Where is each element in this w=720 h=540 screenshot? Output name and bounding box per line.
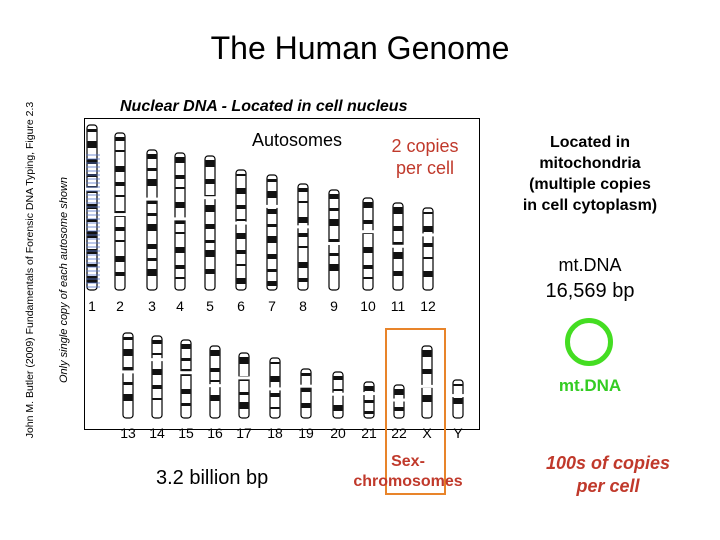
mtdna-circle-label: mt.DNA <box>558 376 622 395</box>
chromosome-ideogram <box>86 124 98 291</box>
chromosome-ideogram <box>422 207 434 291</box>
chromosome-ideogram <box>122 332 134 419</box>
mtdna-size: 16,569 bp <box>545 280 635 302</box>
chromosome-ideogram <box>421 345 433 419</box>
mito-location-line2: mitochondria <box>539 155 641 172</box>
chromosome-number-15: 15 <box>178 425 194 441</box>
chromosome-number-22: 22 <box>391 425 407 441</box>
chromosome-number-X: X <box>422 425 432 441</box>
chromosome-ideogram <box>452 379 464 419</box>
chromosome-ideogram <box>328 189 340 291</box>
mtdna-name: mt.DNA <box>558 255 622 275</box>
mito-location-line1: Located in <box>549 134 630 151</box>
two-copies-line1: 2 copies <box>391 136 459 156</box>
chromosome-ideogram <box>146 149 158 291</box>
sex-label-line2: chromosomes <box>353 473 463 490</box>
chromosome-ideogram <box>238 352 250 419</box>
chromosome-number-16: 16 <box>207 425 223 441</box>
chromosome-number-1: 1 <box>88 298 96 314</box>
chromosome-ideogram <box>204 155 216 291</box>
autosomes-label: Autosomes <box>252 130 343 150</box>
page-title: The Human Genome <box>210 30 510 66</box>
mito-location-text: Located in mitochondria (multiple copies… <box>500 132 680 216</box>
chromosome-number-3: 3 <box>148 298 156 314</box>
chromosome-number-21: 21 <box>361 425 377 441</box>
chromosome-number-13: 13 <box>120 425 136 441</box>
sex-label-line1: Sex- <box>391 453 425 470</box>
chromosome-ideogram <box>235 169 247 291</box>
chromosome-ideogram <box>114 132 126 291</box>
chromosome-ideogram <box>392 202 404 291</box>
chromosome-ideogram <box>362 197 374 291</box>
chromosome-number-11: 11 <box>390 298 406 314</box>
chromosome-ideogram <box>174 152 186 291</box>
nuclear-dna-box <box>84 118 480 430</box>
chromosome-number-14: 14 <box>149 425 165 441</box>
chromosome-ideogram <box>266 174 278 291</box>
mtdna-copies-line1: 100s of copies <box>545 453 671 473</box>
two-copies-line2: per cell <box>395 158 455 178</box>
mito-location-line3: (multiple copies <box>529 176 651 193</box>
chromosome-number-6: 6 <box>237 298 245 314</box>
chromosome-number-20: 20 <box>330 425 346 441</box>
mito-location-line4: in cell cytoplasm) <box>522 197 658 214</box>
chromosome-ideogram <box>209 345 221 419</box>
mtdna-copies-label: 100s of copies per cell <box>508 452 708 498</box>
sex-chromosomes-label: Sex- chromosomes <box>342 452 474 492</box>
chromosome-ideogram <box>300 368 312 419</box>
chromosome-ideogram <box>393 384 405 419</box>
chromosome-number-7: 7 <box>268 298 276 314</box>
chromosome-ideogram <box>332 371 344 419</box>
chromosome-ideogram <box>180 339 192 419</box>
two-copies-label: 2 copies per cell <box>380 135 470 179</box>
chromosome-ideogram <box>297 183 309 291</box>
sex-chromosomes-box <box>385 328 446 495</box>
nuclear-dna-label: Nuclear DNA - Located in cell nucleus <box>120 98 408 115</box>
chromosome-ideogram <box>151 335 163 419</box>
mtdna-copies-line2: per cell <box>576 476 640 496</box>
chromosome-number-2: 2 <box>116 298 124 314</box>
chromosome-number-4: 4 <box>176 298 184 314</box>
chromosome-number-10: 10 <box>360 298 376 314</box>
chromosome-number-12: 12 <box>420 298 436 314</box>
chromosome-number-8: 8 <box>299 298 307 314</box>
chromosome-number-5: 5 <box>206 298 214 314</box>
mtdna-circle-icon <box>565 318 613 366</box>
chromosome-number-Y: Y <box>453 425 463 441</box>
nuclear-genome-size: 3.2 billion bp <box>156 467 269 489</box>
chromosome-number-17: 17 <box>236 425 252 441</box>
chromosome-ideogram <box>363 381 375 419</box>
chromosome-ideogram <box>269 357 281 419</box>
chromosome-number-9: 9 <box>330 298 338 314</box>
chromosome-number-19: 19 <box>298 425 314 441</box>
chromosome-number-18: 18 <box>267 425 283 441</box>
